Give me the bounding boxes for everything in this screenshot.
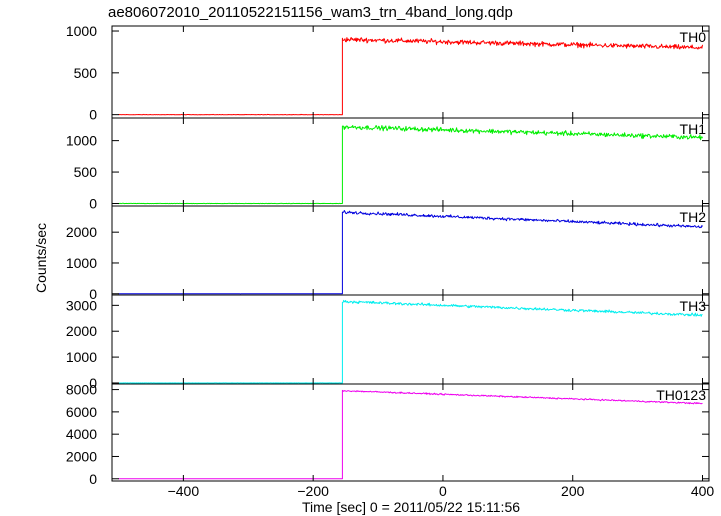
chart-title: ae806072010_20110522151156_wam3_trn_4ban… [108,4,513,21]
y-tick-label: 500 [74,65,98,81]
panel-th3: 0 1000 2000 3000 TH3 [66,294,710,391]
series-line-th0 [118,37,703,116]
panel-frame [111,383,710,482]
y-tick-label: 1000 [66,133,97,149]
y-tick-label: 2000 [66,323,97,339]
y-tick-label: 1000 [66,349,97,365]
y-tick-label: 0 [89,195,97,211]
y-tick-label: 0 [89,375,97,391]
y-tick-label: 0 [89,471,97,487]
y-tick-label: 500 [74,164,98,180]
x-tick-label: −200 [297,483,329,499]
y-axis-label: Counts/sec [33,223,49,293]
y-tick-label: 8000 [66,382,97,398]
x-axis-label: Time [sec] 0 = 2011/05/22 15:11:56 [302,499,520,515]
x-axis: −400 −200 0 200 400 [168,483,715,499]
y-tick-label: 3000 [66,297,97,313]
panel-frame [111,294,710,385]
panel-label: TH2 [680,209,707,225]
y-tick-label: 6000 [66,404,97,420]
panel-label: TH1 [680,121,707,137]
y-tick-label: 1000 [66,255,97,271]
x-tick-label: 400 [691,483,715,499]
panel-label: TH0123 [656,387,706,403]
y-tick-label: 1000 [66,23,97,39]
y-tick-label: 4000 [66,426,97,442]
panels: 0 500 1000 TH0 0 500 1000 TH1 0 1000 2000 TH2 0 1000 2… [66,23,710,487]
series-line-th1 [118,125,703,205]
x-tick-label: 200 [561,483,585,499]
series-line-th0123 [118,389,703,480]
panel-frame [111,117,710,207]
panel-th0123: 0 2000 4000 6000 8000 TH0123 [66,382,710,487]
series-line-th2 [118,210,703,295]
x-tick-label: −400 [168,483,200,499]
panel-label: TH3 [680,298,707,314]
panel-th2: 0 1000 2000 TH2 [66,205,710,302]
y-tick-label: 2000 [66,224,97,240]
y-tick-label: 2000 [66,448,97,464]
panel-th0: 0 500 1000 TH0 [66,23,710,123]
series-line-th3 [118,299,703,384]
x-tick-label: 0 [439,483,447,499]
y-tick-label: 0 [89,107,97,123]
panel-th1: 0 500 1000 TH1 [66,117,710,211]
panel-label: TH0 [680,29,707,45]
y-tick-label: 0 [89,286,97,302]
panel-frame [111,205,710,296]
